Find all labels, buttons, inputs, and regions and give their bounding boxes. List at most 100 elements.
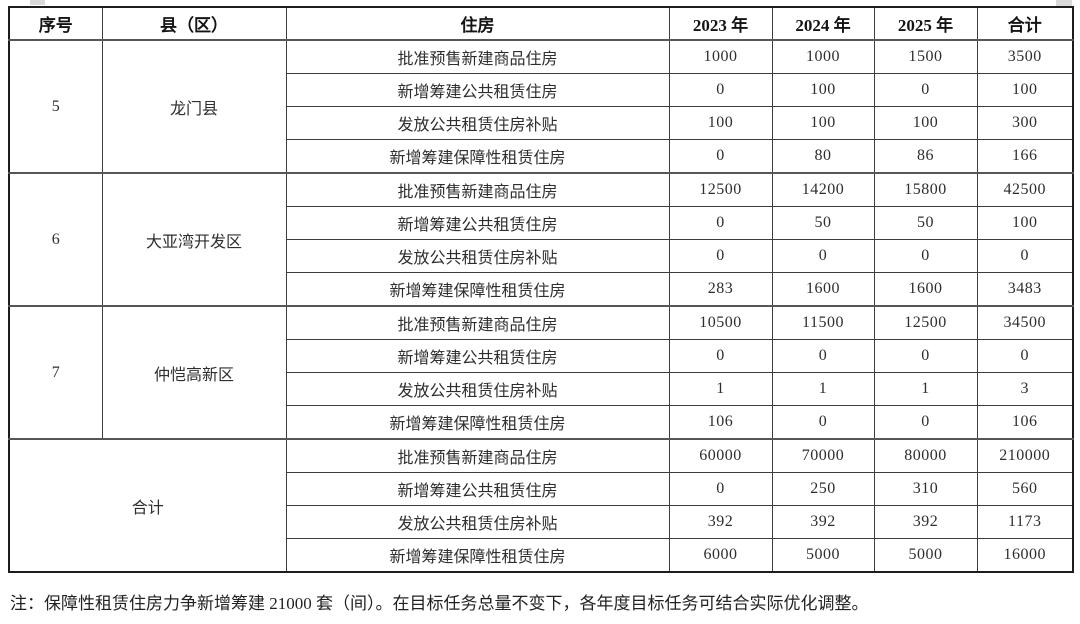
cell-value-2025: 0 (873, 239, 978, 273)
header-seq: 序号 (8, 6, 103, 41)
cell-value-2023: 392 (668, 505, 773, 539)
cell-category: 批准预售新建商品住房 (285, 305, 670, 340)
cell-value-2024: 1 (771, 372, 875, 406)
cell-value-2023: 0 (668, 206, 773, 240)
table-row: 5 龙门县 批准预售新建商品住房 1000 1000 1500 3500 (8, 39, 1074, 174)
cell-value-2024: 1000 (771, 39, 875, 74)
table-row: 新增筹建公共租赁住房 0 100 0 100 (9, 73, 1074, 107)
cell-category: 新增筹建保障性租赁住房 (285, 139, 670, 174)
cell-category: 新增筹建公共租赁住房 (285, 73, 670, 107)
cell-value-2024: 100 (771, 106, 875, 140)
cell-value-2024: 1600 (771, 272, 875, 307)
cell-value-2023: 10500 (668, 305, 773, 340)
cell-value-total: 0 (976, 239, 1074, 273)
cell-value-2025: 12500 (873, 305, 978, 340)
cell-value-2023: 100 (668, 106, 773, 140)
cell-value-total: 106 (976, 405, 1074, 440)
screenshot-artifact-left (30, 0, 45, 5)
header-2025: 2025 年 (873, 6, 978, 41)
table-row: 新增筹建保障性租赁住房 283 1600 1600 3483 (9, 272, 1074, 307)
cell-value-total: 1173 (976, 505, 1074, 539)
header-2024: 2024 年 (771, 6, 875, 41)
cell-value-2024: 0 (771, 339, 875, 373)
header-row: 序号 县（区） 住房 2023 年 2024 年 2025 年 合计 (8, 6, 1074, 41)
cell-value-2023: 283 (668, 272, 773, 307)
cell-value-2023: 12500 (668, 172, 773, 207)
cell-category: 新增筹建保障性租赁住房 (285, 405, 670, 440)
cell-value-2025: 0 (873, 339, 978, 373)
screenshot-artifact-right (1056, 0, 1072, 6)
cell-value-2025: 1 (873, 372, 978, 406)
table-row: 合计 批准预售新建商品住房 60000 70000 80000 210000 (8, 438, 1074, 573)
cell-value-2023: 6000 (668, 538, 773, 573)
cell-value-total: 0 (976, 339, 1074, 373)
cell-value-2023: 0 (668, 472, 773, 506)
cell-value-2023: 1000 (668, 39, 773, 74)
cell-value-2024: 0 (771, 405, 875, 440)
cell-value-total: 560 (976, 472, 1074, 506)
cell-category: 发放公共租赁住房补贴 (285, 372, 670, 406)
cell-value-2024: 14200 (771, 172, 875, 207)
housing-targets-table: 序号 县（区） 住房 2023 年 2024 年 2025 年 合计 5 龙门县… (8, 6, 1074, 573)
cell-grand-total-label: 合计 (8, 438, 287, 573)
cell-category: 发放公共租赁住房补贴 (285, 106, 670, 140)
cell-value-2024: 70000 (771, 438, 875, 473)
cell-value-total: 3 (976, 372, 1074, 406)
header-2023: 2023 年 (668, 6, 773, 41)
cell-value-total: 34500 (976, 305, 1074, 340)
cell-value-2024: 50 (771, 206, 875, 240)
cell-value-2023: 0 (668, 339, 773, 373)
table-row: 发放公共租赁住房补贴 392 392 392 1173 (9, 505, 1074, 539)
cell-value-2025: 310 (873, 472, 978, 506)
cell-category: 发放公共租赁住房补贴 (285, 239, 670, 273)
cell-value-2025: 5000 (873, 538, 978, 573)
cell-category: 发放公共租赁住房补贴 (285, 505, 670, 539)
cell-value-total: 16000 (976, 538, 1074, 573)
table-row: 新增筹建保障性租赁住房 0 80 86 166 (9, 139, 1074, 174)
table-row: 新增筹建公共租赁住房 0 0 0 0 (9, 339, 1074, 373)
table-row: 6 大亚湾开发区 批准预售新建商品住房 12500 14200 15800 42… (8, 172, 1074, 307)
cell-value-total: 100 (976, 206, 1074, 240)
cell-value-2025: 1600 (873, 272, 978, 307)
cell-value-2023: 0 (668, 73, 773, 107)
cell-category: 批准预售新建商品住房 (285, 172, 670, 207)
cell-value-total: 166 (976, 139, 1074, 174)
cell-value-2025: 0 (873, 405, 978, 440)
cell-value-2025: 15800 (873, 172, 978, 207)
table-row: 发放公共租赁住房补贴 1 1 1 3 (9, 372, 1074, 406)
cell-value-2025: 86 (873, 139, 978, 174)
cell-category: 批准预售新建商品住房 (285, 39, 670, 74)
cell-value-total: 100 (976, 73, 1074, 107)
table-row: 7 仲恺高新区 批准预售新建商品住房 10500 11500 12500 345… (8, 305, 1074, 440)
cell-category: 新增筹建保障性租赁住房 (285, 538, 670, 573)
cell-value-2024: 5000 (771, 538, 875, 573)
cell-value-total: 3500 (976, 39, 1074, 74)
table-row: 新增筹建保障性租赁住房 6000 5000 5000 16000 (9, 538, 1074, 573)
cell-value-2024: 392 (771, 505, 875, 539)
cell-value-total: 210000 (976, 438, 1074, 473)
cell-value-2023: 106 (668, 405, 773, 440)
cell-value-2023: 0 (668, 239, 773, 273)
cell-group-no: 5 (8, 39, 103, 174)
cell-group-no: 7 (8, 305, 103, 440)
cell-district: 大亚湾开发区 (101, 172, 287, 307)
cell-value-total: 3483 (976, 272, 1074, 307)
cell-group-no: 6 (8, 172, 103, 307)
cell-value-total: 300 (976, 106, 1074, 140)
footnote: 注：保障性租赁住房力争新增筹建 21000 套（间）。在目标任务总量不变下，各年… (10, 594, 869, 613)
cell-value-total: 42500 (976, 172, 1074, 207)
cell-district: 龙门县 (101, 39, 287, 174)
cell-value-2025: 0 (873, 73, 978, 107)
table-row: 新增筹建保障性租赁住房 106 0 0 106 (9, 405, 1074, 440)
cell-value-2023: 0 (668, 139, 773, 174)
cell-category: 新增筹建公共租赁住房 (285, 339, 670, 373)
cell-category: 新增筹建保障性租赁住房 (285, 272, 670, 307)
cell-value-2025: 392 (873, 505, 978, 539)
cell-value-2025: 80000 (873, 438, 978, 473)
table-row: 发放公共租赁住房补贴 100 100 100 300 (9, 106, 1074, 140)
cell-value-2024: 11500 (771, 305, 875, 340)
cell-value-2024: 80 (771, 139, 875, 174)
cell-value-2024: 100 (771, 73, 875, 107)
cell-value-2024: 0 (771, 239, 875, 273)
cell-category: 新增筹建公共租赁住房 (285, 206, 670, 240)
